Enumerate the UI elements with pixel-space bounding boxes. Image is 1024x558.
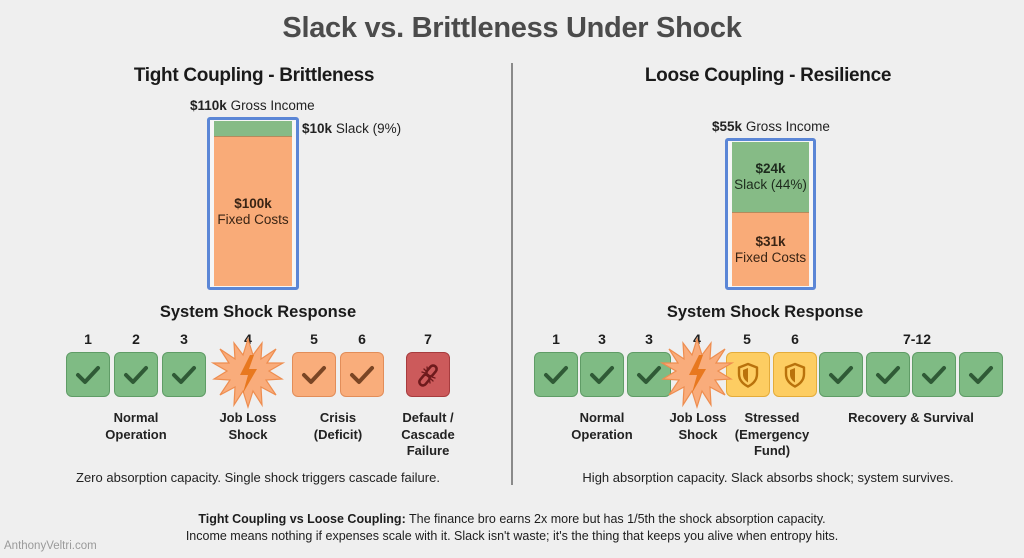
left-step-number: 1 (84, 331, 92, 347)
footer-line-2: Income means nothing if expenses scale w… (185, 529, 839, 543)
left-fixed-label: Fixed Costs (217, 211, 289, 227)
right-stage-stressed: Stressed (Emergency Fund) (734, 410, 810, 458)
check-icon (350, 365, 374, 384)
right-stage-normal: Normal Operation (571, 410, 633, 442)
left-fixed-value: $100k (234, 195, 272, 211)
left-fixed-costs-segment: $100k Fixed Costs (214, 137, 292, 286)
check-icon (76, 365, 100, 384)
left-step-ok (162, 352, 206, 397)
right-step-recovery (959, 352, 1003, 397)
left-step-number: 7 (424, 331, 432, 347)
right-fixed-costs-segment: $31k Fixed Costs (732, 213, 809, 286)
left-step-crisis (340, 352, 384, 397)
right-caption: High absorption capacity. Slack absorbs … (582, 470, 954, 485)
right-fixed-value: $31k (755, 233, 786, 249)
left-step-failure (406, 352, 450, 397)
left-subtitle: Tight Coupling - Brittleness (133, 65, 375, 86)
right-step-ok (627, 352, 671, 397)
left-slack-segment (214, 121, 292, 137)
right-step-recovery (866, 352, 910, 397)
right-step-ok (580, 352, 624, 397)
check-icon (590, 365, 614, 384)
left-stage-shock: Job Loss Shock (219, 410, 277, 442)
broken-chain-icon (418, 363, 438, 387)
check-icon (172, 365, 196, 384)
left-step-number: 3 (180, 331, 188, 347)
right-income-bar: $24k Slack (44%) $31k Fixed Costs (725, 138, 816, 290)
right-step-number: 5 (743, 331, 751, 347)
right-step-recovery (819, 352, 863, 397)
right-step-ok (534, 352, 578, 397)
left-slack-text: Slack (9%) (335, 121, 402, 136)
left-stage-crisis: Crisis (Deficit) (313, 410, 363, 442)
left-section-title: System Shock Response (159, 303, 357, 321)
footer-line-1: Tight Coupling vs Loose Coupling: The fi… (198, 512, 826, 526)
right-slack-segment: $24k Slack (44%) (732, 142, 809, 213)
right-step-number: 7-12 (902, 331, 932, 347)
check-icon (544, 365, 568, 384)
right-gross-income-value: $55k (712, 119, 743, 134)
right-stage-recovery: Recovery & Survival (848, 410, 974, 425)
left-step-number: 2 (132, 331, 140, 347)
right-step-recovery (912, 352, 956, 397)
lightning-burst-icon (659, 336, 735, 410)
check-icon (922, 365, 946, 384)
right-stage-shock: Job Loss Shock (669, 410, 727, 442)
right-slack-value: $24k (755, 161, 786, 176)
left-step-number: 6 (358, 331, 366, 347)
right-slack-label: Slack (44%) (734, 177, 807, 192)
left-gross-income-text: Gross Income (230, 98, 315, 113)
lightning-burst-icon (210, 336, 286, 410)
page-title: Slack vs. Brittleness Under Shock (282, 12, 742, 44)
footer-summary: Tight Coupling vs Loose Coupling: The fi… (0, 511, 1024, 545)
right-step-number: 6 (791, 331, 799, 347)
left-step-number: 5 (310, 331, 318, 347)
shield-icon (737, 362, 759, 388)
left-stage-failure: Default / Cascade Failure (401, 410, 455, 458)
right-gross-income-label: $55k Gross Income (712, 119, 830, 134)
left-slack-value: $10k (302, 121, 333, 136)
left-income-bar: $100k Fixed Costs (207, 117, 299, 290)
left-gross-income-label: $110k Gross Income (190, 98, 315, 113)
left-gross-income-value: $110k (190, 98, 227, 113)
right-step-number: 3 (598, 331, 606, 347)
center-divider (511, 63, 513, 485)
right-step-number: 1 (552, 331, 560, 347)
left-stage-normal: Normal Operation (105, 410, 167, 442)
right-fixed-label: Fixed Costs (734, 249, 807, 265)
left-step-ok (66, 352, 110, 397)
check-icon (302, 365, 326, 384)
left-caption: Zero absorption capacity. Single shock t… (76, 470, 440, 485)
check-icon (969, 365, 993, 384)
right-section-title: System Shock Response (666, 303, 864, 321)
left-slack-label: $10k Slack (9%) (302, 121, 401, 136)
check-icon (124, 365, 148, 384)
left-step-crisis (292, 352, 336, 397)
left-step-ok (114, 352, 158, 397)
footer-bold-lead: Tight Coupling vs Loose Coupling: (198, 512, 406, 526)
check-icon (637, 365, 661, 384)
right-step-number: 3 (645, 331, 653, 347)
right-step-stressed (773, 352, 817, 397)
right-subtitle: Loose Coupling - Resilience (644, 65, 892, 86)
shield-icon (784, 362, 806, 388)
right-gross-income-text: Gross Income (745, 119, 830, 134)
check-icon (829, 365, 853, 384)
check-icon (876, 365, 900, 384)
right-step-stressed (726, 352, 770, 397)
watermark: AnthonyVeltri.com (4, 540, 97, 552)
